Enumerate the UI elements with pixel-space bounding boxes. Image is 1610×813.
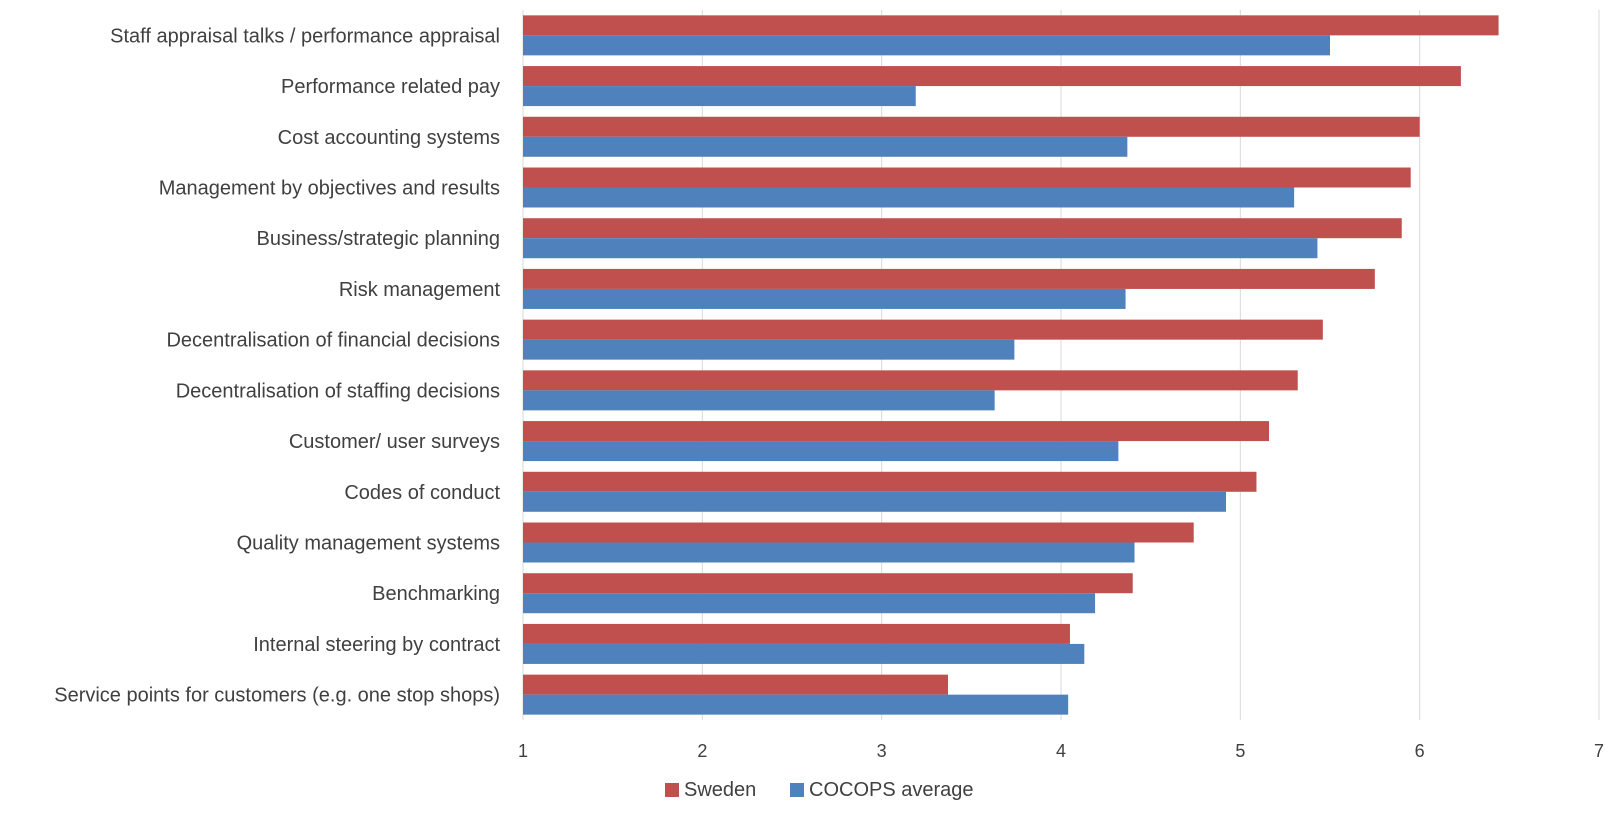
x-tick-labels: 1 2 3 4 5 6 7 (518, 741, 1604, 761)
bar-sweden (523, 471, 1257, 492)
x-tick-label: 7 (1594, 741, 1604, 761)
category-label: Codes of conduct (344, 482, 500, 504)
bar-sweden (523, 370, 1298, 391)
bar-cocops-average (523, 694, 1069, 715)
bar-cocops-average (523, 238, 1318, 259)
bar-cocops-average (523, 35, 1330, 56)
bar-sweden (523, 522, 1194, 543)
bar-cocops-average (523, 187, 1295, 208)
category-label: Benchmarking (372, 583, 500, 605)
bar-sweden (523, 421, 1270, 442)
legend-label: Sweden (684, 779, 756, 801)
legend-label: COCOPS average (809, 779, 974, 801)
bar-sweden (523, 116, 1420, 137)
bar-sweden (523, 674, 949, 695)
category-labels: Staff appraisal talks / performance appr… (54, 25, 500, 706)
legend-swatch (665, 783, 679, 797)
bar-sweden (523, 268, 1375, 289)
bars (523, 15, 1499, 715)
legend-swatch (790, 783, 804, 797)
bar-cocops-average (523, 441, 1119, 462)
x-tick-label: 1 (518, 741, 528, 761)
bar-sweden (523, 623, 1070, 644)
legend: Sweden COCOPS average (665, 779, 974, 801)
bar-sweden (523, 319, 1323, 340)
bar-cocops-average (523, 288, 1126, 309)
category-label: Service points for customers (e.g. one s… (54, 685, 500, 707)
x-tick-label: 2 (697, 741, 707, 761)
bar-cocops-average (523, 136, 1128, 157)
bar-sweden (523, 218, 1402, 239)
gridlines (522, 10, 1600, 720)
bar-cocops-average (523, 593, 1096, 614)
bar-cocops-average (523, 643, 1085, 664)
category-label: Performance related pay (281, 76, 500, 98)
category-label: Management by objectives and results (159, 178, 500, 200)
category-label: Staff appraisal talks / performance appr… (110, 25, 500, 47)
bar-sweden (523, 15, 1499, 36)
bar-cocops-average (523, 86, 916, 107)
category-label: Internal steering by contract (253, 634, 500, 656)
x-tick-label: 3 (877, 741, 887, 761)
bar-sweden (523, 167, 1411, 188)
category-label: Business/strategic planning (257, 228, 500, 250)
bar-cocops-average (523, 491, 1226, 512)
bar-cocops-average (523, 339, 1015, 360)
x-tick-label: 6 (1415, 741, 1425, 761)
bar-cocops-average (523, 542, 1135, 563)
category-label: Customer/ user surveys (289, 431, 500, 453)
category-label: Decentralisation of financial decisions (166, 330, 500, 352)
category-label: Risk management (339, 279, 501, 301)
category-label: Decentralisation of staffing decisions (176, 380, 500, 402)
x-tick-label: 5 (1235, 741, 1245, 761)
x-tick-label: 4 (1056, 741, 1066, 761)
category-label: Quality management systems (237, 533, 500, 555)
bar-sweden (523, 66, 1461, 87)
category-label: Cost accounting systems (278, 127, 500, 149)
bar-sweden (523, 573, 1133, 594)
bar-cocops-average (523, 390, 995, 411)
